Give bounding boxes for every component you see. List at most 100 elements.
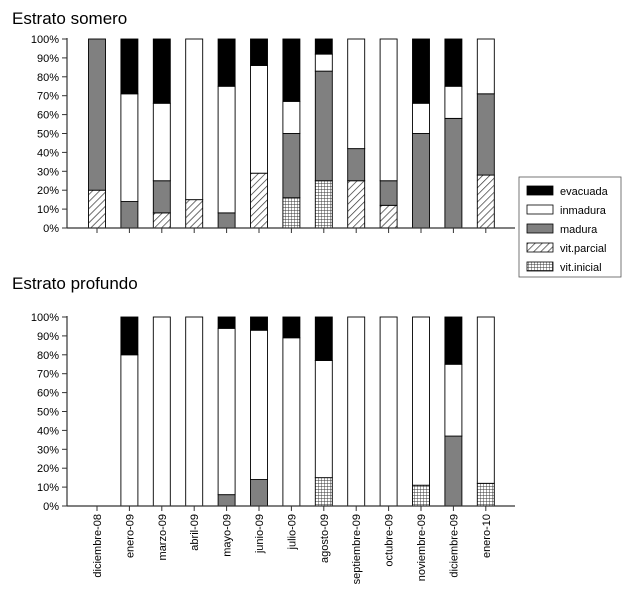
bar-segment-evacuada (217, 38, 236, 87)
y-tick-label: 90% (37, 331, 59, 343)
bar-segment-vit-parcial (88, 189, 106, 229)
y-tick-label: 90% (37, 53, 59, 65)
bar-segment-vit-inicial (314, 477, 333, 507)
bar-segment-evacuada (282, 38, 301, 102)
bar-segment-evacuada (250, 316, 268, 331)
y-tick-label: 30% (37, 444, 59, 456)
y-tick-label: 70% (37, 91, 59, 103)
bar-segment-inmadura (412, 316, 430, 486)
bar-segment-madura (314, 70, 333, 182)
y-tick-label: 10% (37, 204, 59, 216)
x-tick-label: marzo-09 (157, 514, 169, 560)
bar-segment-vit-parcial (347, 180, 366, 229)
bar-segment-vit-inicial (412, 484, 430, 507)
bar-segment-madura (88, 38, 106, 191)
y-tick-label: 60% (37, 110, 59, 122)
x-tick-label: diciembre-09 (448, 514, 460, 578)
bar-segment-evacuada (444, 316, 463, 365)
x-tick-label: diciembre-08 (92, 514, 104, 578)
bar-segment-inmadura (217, 85, 236, 214)
bar-segment-madura (444, 435, 463, 507)
bar-segment-inmadura (476, 38, 495, 95)
bar-segment-madura (282, 133, 301, 199)
bar-segment-inmadura (152, 102, 171, 182)
y-tick-label: 0% (43, 223, 59, 235)
y-tick-label: 80% (37, 72, 59, 84)
y-tick-label: 20% (37, 463, 59, 475)
bar-segment-vit-parcial (250, 172, 268, 229)
y-tick-label: 0% (43, 501, 59, 513)
bar-segment-inmadura (120, 354, 139, 507)
bar-segment-inmadura (314, 360, 333, 479)
chart-title-somero: Estrato somero (12, 9, 127, 28)
bar-segment-evacuada (217, 316, 236, 329)
bar-segment-madura (217, 212, 236, 229)
x-tick-label: mayo-09 (222, 514, 234, 557)
bar-segment-evacuada (314, 38, 333, 55)
legend-label-inmadura: inmadura (560, 205, 607, 217)
x-tick-label: julio-09 (286, 514, 298, 550)
x-tick-label: octubre-09 (384, 514, 396, 567)
bar-segment-inmadura (444, 363, 463, 437)
bar-segment-evacuada (282, 316, 301, 339)
bar-segment-inmadura (250, 65, 268, 174)
x-tick-label: junio-09 (254, 514, 266, 554)
legend-swatch-madura (526, 223, 554, 234)
bar-segment-evacuada (120, 38, 139, 95)
bar-segment-madura (379, 180, 398, 206)
bar-segment-inmadura (282, 337, 301, 507)
bar-segment-vit-parcial (185, 199, 204, 229)
y-tick-label: 60% (37, 388, 59, 400)
y-tick-label: 30% (37, 166, 59, 178)
y-tick-label: 10% (37, 482, 59, 494)
bar-segment-inmadura (379, 38, 398, 182)
y-tick-label: 100% (31, 34, 59, 46)
bar-segment-inmadura (250, 329, 268, 480)
y-tick-label: 40% (37, 425, 59, 437)
bar-segment-inmadura (379, 316, 398, 507)
chart-profundo: 0% 10% 20% 30% 40% 50% 60% 70% 80% 90% 100% (31, 312, 515, 513)
legend-swatch-vit-inicial (526, 261, 554, 272)
bar-segment-inmadura (185, 316, 204, 507)
y-tick-label: 40% (37, 147, 59, 159)
x-axis-labels: diciembre-08 enero-09 marzo-09 abril-09 mayo… (92, 514, 493, 584)
bar-segment-vit-inicial (476, 482, 495, 507)
bar-segment-inmadura (347, 38, 366, 150)
bar-segment-inmadura (444, 85, 463, 119)
bar-segment-evacuada (444, 38, 463, 87)
legend-label-madura: madura (560, 224, 598, 236)
bar-segment-inmadura (217, 327, 236, 496)
y-tick-label: 70% (37, 369, 59, 381)
x-tick-label: noviembre-09 (416, 514, 428, 581)
bar-segment-inmadura (412, 102, 430, 134)
bar-segment-madura (250, 479, 268, 507)
bar-segment-vit-inicial (314, 180, 333, 229)
bar-segment-vit-inicial (282, 197, 301, 229)
bar-segment-evacuada (314, 316, 333, 361)
bar-segment-inmadura (152, 316, 171, 507)
bar-segment-inmadura (314, 53, 333, 72)
legend-label-vit-parcial: vit.parcial (560, 243, 606, 255)
bar-segment-evacuada (412, 38, 430, 104)
bar-segment-inmadura (476, 316, 495, 484)
y-tick-label: 80% (37, 350, 59, 362)
y-tick-label: 20% (37, 185, 59, 197)
chart-title-profundo: Estrato profundo (12, 274, 138, 293)
x-tick-label: abril-09 (189, 514, 201, 551)
bar-segment-inmadura (347, 316, 366, 507)
chart-somero: 0% 10% 20% 30% 40% 50% 60% 70% 80% 90% 100% (31, 34, 515, 235)
legend-swatch-inmadura (526, 204, 554, 215)
bar-segment-madura (444, 117, 463, 229)
legend: evacuada inmadura madura vit.parcial vit… (518, 176, 622, 278)
y-tick-label: 50% (37, 129, 59, 141)
bar-segment-vit-parcial (379, 204, 398, 229)
bar-segment-inmadura (185, 38, 204, 201)
x-tick-label: septiembre-09 (351, 514, 363, 584)
bar-segment-madura (152, 180, 171, 214)
legend-label-evacuada: evacuada (560, 186, 609, 198)
legend-label-vit-inicial: vit.inicial (560, 262, 602, 274)
bar-segment-inmadura (120, 93, 139, 202)
bar-segment-madura (347, 148, 366, 182)
x-tick-label: enero-09 (124, 514, 136, 558)
